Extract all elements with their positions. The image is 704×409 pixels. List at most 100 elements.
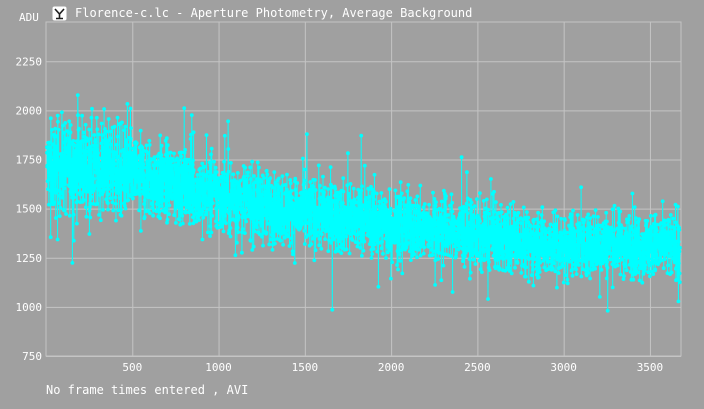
data-point <box>208 162 213 167</box>
data-point <box>260 217 265 222</box>
data-point <box>610 207 615 212</box>
app-logo-icon[interactable] <box>52 6 67 21</box>
data-point <box>676 299 681 304</box>
x-tick-label: 1500 <box>292 361 319 374</box>
data-point <box>50 191 55 196</box>
data-point <box>386 215 391 219</box>
data-point <box>375 249 380 254</box>
data-point <box>72 195 77 200</box>
data-point <box>584 251 588 256</box>
data-point <box>610 232 615 237</box>
data-point <box>591 230 596 235</box>
data-point <box>125 166 130 171</box>
data-point <box>587 221 592 226</box>
y-tick-label: 750 <box>22 350 42 363</box>
data-point <box>191 158 195 163</box>
data-point <box>147 143 152 147</box>
data-point <box>619 229 624 234</box>
data-point <box>596 215 600 219</box>
data-point <box>191 168 196 173</box>
data-point <box>310 190 315 194</box>
data-point <box>158 216 162 221</box>
data-point <box>111 189 115 194</box>
data-point <box>85 179 89 184</box>
data-point <box>508 257 513 262</box>
data-point <box>503 228 508 233</box>
data-point <box>295 220 300 225</box>
data-point <box>334 234 339 239</box>
data-point <box>131 146 136 151</box>
data-point <box>409 214 414 219</box>
data-point <box>556 248 561 253</box>
data-point <box>294 191 299 196</box>
data-point <box>114 218 118 223</box>
data-point <box>347 194 351 199</box>
data-point <box>75 221 79 226</box>
data-point <box>637 217 642 222</box>
data-point <box>157 209 162 214</box>
data-point <box>52 200 56 205</box>
data-point <box>646 270 651 275</box>
data-point <box>388 206 393 211</box>
data-point <box>199 180 204 185</box>
data-point <box>638 240 643 244</box>
data-point <box>222 133 227 138</box>
data-point <box>150 202 155 207</box>
data-point <box>185 160 189 165</box>
data-point <box>158 187 162 191</box>
data-point <box>368 220 373 225</box>
data-point <box>53 157 58 162</box>
data-point <box>577 222 582 226</box>
data-point <box>330 307 335 312</box>
data-point <box>327 196 332 200</box>
data-point <box>526 215 531 220</box>
data-point <box>435 246 440 251</box>
data-point <box>494 200 498 205</box>
data-point <box>400 271 405 276</box>
data-point <box>90 106 94 111</box>
data-point <box>179 182 184 187</box>
data-point <box>300 199 305 204</box>
data-point <box>677 271 682 276</box>
data-point <box>582 247 587 252</box>
data-point <box>229 161 233 165</box>
data-point <box>378 230 383 234</box>
data-point <box>98 218 103 223</box>
data-point <box>589 225 594 230</box>
data-point <box>480 270 484 274</box>
data-point <box>616 258 621 263</box>
data-point <box>221 210 226 214</box>
data-point <box>186 164 191 169</box>
data-point <box>597 227 601 232</box>
data-point <box>333 249 338 254</box>
data-point <box>185 167 190 172</box>
data-point <box>57 214 62 219</box>
data-point <box>204 196 209 201</box>
data-point <box>676 204 680 209</box>
data-point <box>319 232 324 237</box>
data-point <box>366 205 371 209</box>
data-point <box>227 211 231 216</box>
data-point <box>175 162 180 167</box>
data-point <box>405 213 410 218</box>
data-point <box>196 206 200 211</box>
data-point <box>523 274 528 279</box>
data-point <box>206 199 211 204</box>
data-point <box>276 191 281 195</box>
data-point <box>329 185 334 190</box>
data-point <box>486 297 490 301</box>
data-point <box>67 119 72 124</box>
data-point <box>244 177 249 182</box>
data-point <box>164 152 168 157</box>
data-point <box>464 201 469 206</box>
data-point <box>529 224 533 229</box>
data-point <box>194 192 198 197</box>
data-point <box>441 263 446 268</box>
data-point <box>512 225 516 230</box>
data-point <box>89 194 94 199</box>
data-point <box>359 188 364 193</box>
data-point <box>224 221 228 226</box>
data-point <box>525 227 530 232</box>
data-point <box>636 226 640 231</box>
data-point <box>176 159 181 164</box>
